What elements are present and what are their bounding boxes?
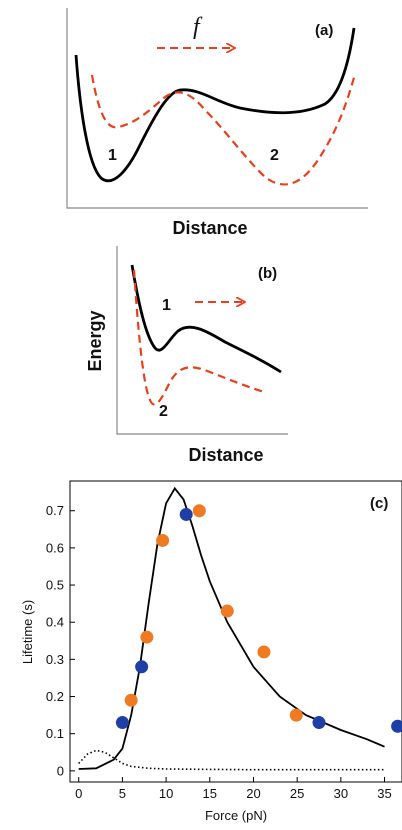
x-tick-label: 25 <box>290 786 304 801</box>
panel-c-x-axis-title: Force (pN) <box>205 808 267 823</box>
orange-data-point <box>156 533 170 547</box>
blue-data-point <box>135 660 149 674</box>
panel-c-plot-frame <box>69 480 402 783</box>
x-tick-label: 0 <box>75 786 82 801</box>
panel-a-well-1-label: 1 <box>108 147 117 164</box>
panel-b-label: (b) <box>258 265 277 282</box>
panel-c: (c) Lifetime (s) Force (pN) 0 0.1 0.2 0.3 0.… <box>20 480 402 823</box>
panel-b: (b) 1 2 Energy Distance <box>85 246 288 465</box>
y-tick-label: 0.1 <box>46 726 64 741</box>
y-tick-label: 0.4 <box>46 615 64 630</box>
panel-c-y-axis-title: Lifetime (s) <box>20 600 35 664</box>
panel-a-label: (a) <box>315 22 333 39</box>
x-tick-label: 5 <box>119 786 126 801</box>
dotted-model-curve <box>78 749 385 771</box>
panel-b-solid-energy-curve <box>130 264 282 374</box>
orange-data-point <box>124 693 138 707</box>
orange-data-point <box>257 645 271 659</box>
panel-c-label: (c) <box>370 495 388 512</box>
y-tick-label: 0.7 <box>46 503 64 518</box>
x-tick-label: 10 <box>159 786 173 801</box>
orange-data-point <box>289 708 303 722</box>
panel-a-solid-energy-curve <box>74 27 356 183</box>
x-tick-group: 0 5 10 15 20 25 30 35 <box>75 777 392 801</box>
x-tick-label: 20 <box>246 786 260 801</box>
orange-data-point <box>220 604 234 618</box>
panel-a-dashed-energy-curve <box>90 73 357 186</box>
panel-b-well-2-label: 2 <box>159 403 168 420</box>
blue-data-point <box>179 507 193 521</box>
panel-a-force-symbol: f <box>193 14 203 40</box>
point-group <box>115 504 402 733</box>
panel-a: f (a) 1 2 Distance <box>66 8 368 238</box>
panel-b-x-axis-title: Distance <box>188 445 263 465</box>
y-tick-label: 0.5 <box>46 578 64 593</box>
y-tick-label: 0.3 <box>46 652 64 667</box>
panel-b-axes <box>116 246 288 435</box>
orange-data-point <box>140 630 154 644</box>
y-tick-label: 0.6 <box>46 540 64 555</box>
y-tick-group: 0 0.1 0.2 0.3 0.4 0.5 0.6 0.7 <box>46 503 75 778</box>
y-tick-label: 0.2 <box>46 689 64 704</box>
x-tick-label: 15 <box>203 786 217 801</box>
blue-data-point <box>312 716 326 730</box>
x-tick-label: 30 <box>334 786 348 801</box>
panel-a-x-axis-title: Distance <box>172 218 247 238</box>
panel-b-dashed-energy-curve <box>132 269 265 406</box>
x-tick-label: 35 <box>377 786 391 801</box>
orange-data-point <box>192 504 206 518</box>
panel-a-axes <box>66 8 368 209</box>
panel-a-well-2-label: 2 <box>270 147 279 164</box>
panel-b-y-axis-title: Energy <box>85 310 105 371</box>
blue-data-point <box>391 719 402 733</box>
blue-data-point <box>115 716 129 730</box>
y-tick-label: 0 <box>57 763 64 778</box>
panel-b-well-1-label: 1 <box>162 297 171 314</box>
